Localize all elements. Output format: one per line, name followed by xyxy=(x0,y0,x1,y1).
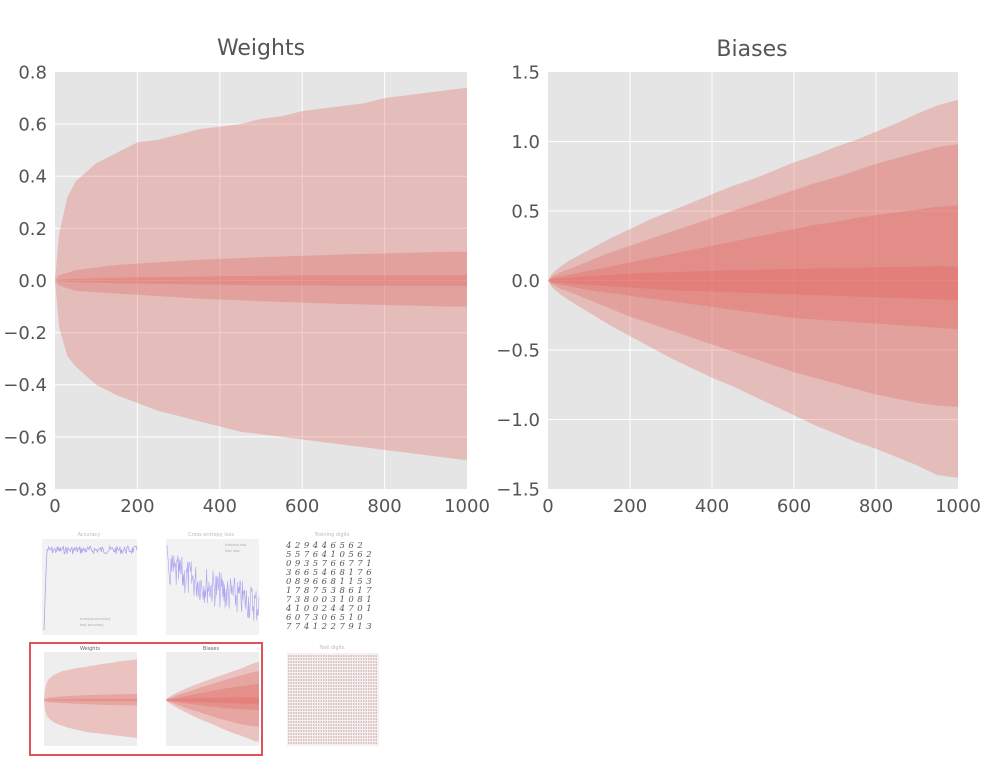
accuracy-legend-2: test accuracy xyxy=(80,623,104,627)
weights-xtick-label-3: 600 xyxy=(285,496,319,517)
biases-ytick-label-4: −0.5 xyxy=(496,340,540,361)
weights-xtick-label-4: 800 xyxy=(367,496,401,517)
weights-chart: Weights 0.80.60.40.20.0−0.2−0.4−0.6−0.8 … xyxy=(3,36,490,517)
training-digits-grid: 4 2 9 4 4 6 5 6 25 5 7 6 4 1 0 5 6 20 9 … xyxy=(285,541,372,632)
training-digit-row-1: 5 5 7 6 4 1 0 5 6 2 xyxy=(286,550,372,560)
weights-thumb-area xyxy=(44,652,137,746)
weights-ytick-label-7: −0.6 xyxy=(3,427,47,448)
biases-xtick-label-1: 200 xyxy=(613,496,647,517)
weights-band-1 xyxy=(55,251,467,307)
biases-ytick-label-6: −1.5 xyxy=(496,479,540,500)
training-digit-row-3: 3 6 6 5 4 6 8 1 7 6 xyxy=(286,568,372,578)
weights-band-2 xyxy=(55,275,467,286)
accuracy-thumb-title: Accuracy xyxy=(78,532,101,538)
biases-band-1 xyxy=(548,144,958,408)
training-digit-row-9: 7 7 4 1 2 2 7 9 1 3 xyxy=(286,622,372,632)
weights-ytick-label-6: −0.4 xyxy=(3,375,47,396)
training-digit-row-5: 1 7 8 7 5 3 8 6 1 7 xyxy=(286,586,372,596)
biases-thumb-bands xyxy=(166,661,259,742)
weights-ytick-label-0: 0.8 xyxy=(18,62,47,83)
biases-thumb-band-0 xyxy=(166,661,259,742)
weights-grid xyxy=(55,72,467,489)
biases-band-2 xyxy=(548,205,958,330)
biases-xtick-label-5: 1000 xyxy=(935,496,981,517)
biases-bands xyxy=(548,99,958,478)
biases-title: Biases xyxy=(716,37,787,62)
weights-ytick-label-2: 0.4 xyxy=(18,167,47,188)
test-digits-thumbnail[interactable]: Test digits xyxy=(287,645,379,746)
training-digits-thumbnail[interactable]: Training digits 4 2 9 4 4 6 5 6 25 5 7 6… xyxy=(285,532,372,632)
accuracy-thumbnail[interactable]: Accuracy training accuracy test accuracy xyxy=(42,532,138,635)
weights-xtick-label-2: 400 xyxy=(203,496,237,517)
accuracy-thumb-line xyxy=(43,544,138,631)
weights-title: Weights xyxy=(217,36,305,61)
weights-thumb-title: Weights xyxy=(80,646,100,652)
biases-ytick-label-0: 1.5 xyxy=(511,62,540,83)
biases-x-ticks: 0 200 400 600 800 1000 xyxy=(542,496,981,517)
biases-xtick-label-0: 0 xyxy=(542,496,553,517)
weights-ytick-label-4: 0.0 xyxy=(18,271,47,292)
weights-y-ticks: 0.8 0.6 0.4 0.2 0.0 −0.2 −0.4 −0.6 −0.8 xyxy=(3,62,47,500)
weights-thumb-bands xyxy=(44,659,137,738)
training-digits-title: Training digits xyxy=(313,532,349,538)
accuracy-thumb-area xyxy=(42,539,137,635)
biases-xtick-label-2: 400 xyxy=(695,496,729,517)
weights-xtick-label-5: 1000 xyxy=(444,496,490,517)
weights-thumb-band-1 xyxy=(44,694,137,706)
weights-bands xyxy=(55,87,467,461)
weights-ytick-label-3: 0.2 xyxy=(18,219,47,240)
training-digit-row-6: 7 3 8 0 0 3 1 0 8 1 xyxy=(286,595,372,605)
biases-thumb-title: Biases xyxy=(203,646,220,652)
training-digit-row-0: 4 2 9 4 4 6 5 6 2 xyxy=(285,541,363,551)
training-digit-row-8: 6 0 7 3 0 6 5 1 0 xyxy=(286,613,363,623)
training-digit-row-7: 4 1 0 0 2 4 4 7 0 1 xyxy=(285,604,372,614)
biases-ytick-label-1: 1.0 xyxy=(511,132,540,153)
weights-ytick-label-1: 0.6 xyxy=(18,115,47,136)
test-digits-title: Test digits xyxy=(318,645,345,651)
biases-chart: Biases 1.5 1.0 0.5 0.0 −0.5 −1.0 −1.5 0 200 400 6… xyxy=(496,37,981,517)
test-digits-grid xyxy=(288,655,378,744)
accuracy-legend-1: training accuracy xyxy=(80,617,110,621)
test-digits-area xyxy=(287,653,379,746)
biases-xtick-label-3: 600 xyxy=(777,496,811,517)
training-digit-row-4: 0 8 9 6 6 8 1 1 5 3 xyxy=(286,577,372,587)
weights-xtick-label-1: 200 xyxy=(120,496,154,517)
xent-legend-1: training loss xyxy=(225,543,247,547)
biases-thumb-band-2 xyxy=(166,684,259,711)
xent-thumb-title: Cross entropy loss xyxy=(188,532,234,538)
biases-thumb-area xyxy=(166,652,259,746)
weights-thumb-band-2 xyxy=(44,698,137,702)
weights-xtick-label-0: 0 xyxy=(49,496,60,517)
biases-xtick-label-4: 800 xyxy=(859,496,893,517)
weights-thumbnail[interactable]: Weights xyxy=(44,646,137,746)
biases-thumbnail[interactable]: Biases xyxy=(166,646,259,746)
weights-ytick-label-5: −0.2 xyxy=(3,323,47,344)
biases-thumb-band-1 xyxy=(166,671,259,727)
biases-band-0 xyxy=(548,99,958,478)
biases-ytick-label-3: 0.0 xyxy=(511,271,540,292)
weights-x-ticks: 0 200 400 600 800 1000 xyxy=(49,496,490,517)
cross-entropy-thumbnail[interactable]: Cross entropy loss training loss test lo… xyxy=(166,532,260,635)
biases-ytick-label-2: 0.5 xyxy=(511,201,540,222)
biases-y-ticks: 1.5 1.0 0.5 0.0 −0.5 −1.0 −1.5 xyxy=(496,62,540,500)
xent-legend-2: test loss xyxy=(225,549,240,553)
biases-band-3 xyxy=(548,266,958,300)
weights-ytick-label-8: −0.8 xyxy=(3,479,47,500)
biases-ytick-label-5: −1.0 xyxy=(496,410,540,431)
weights-band-0 xyxy=(55,87,467,461)
weights-thumb-band-0 xyxy=(44,659,137,738)
training-digit-row-2: 0 9 3 5 7 6 6 7 7 1 xyxy=(286,559,372,569)
xent-thumb-line xyxy=(166,544,260,621)
biases-grid xyxy=(548,72,958,489)
selected-thumbnail-frame xyxy=(29,642,263,756)
biases-thumb-band-3 xyxy=(166,697,259,705)
